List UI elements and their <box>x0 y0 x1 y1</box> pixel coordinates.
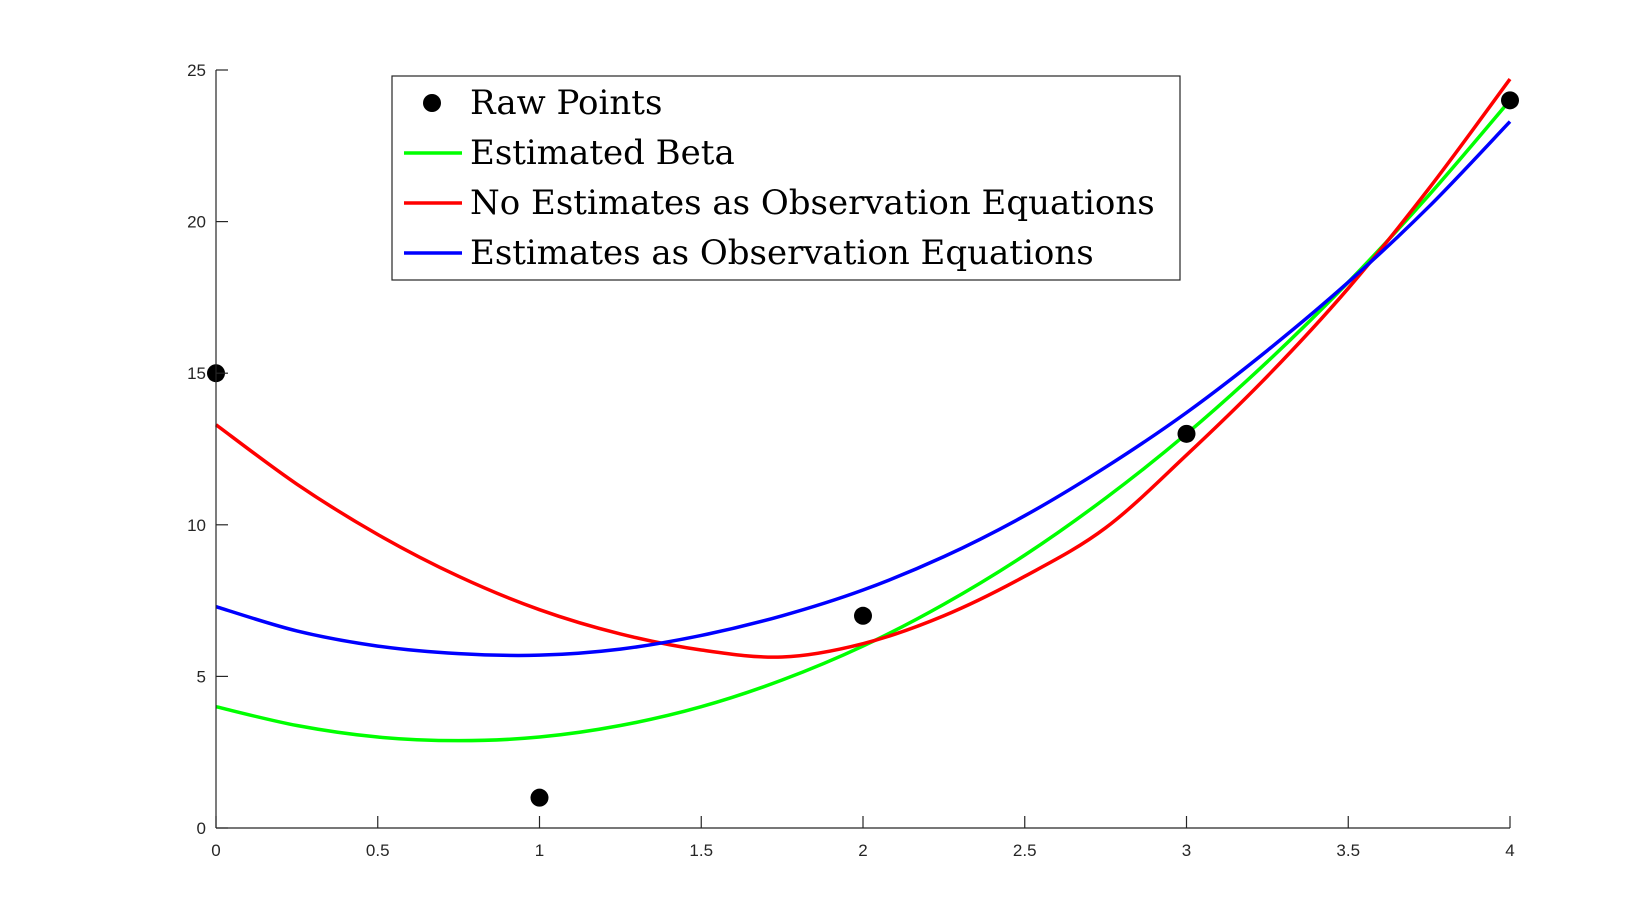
series-line-2 <box>214 78 1512 659</box>
axes: 0 0.5 1 1.5 2 2.5 3 3.5 4 0 5 10 15 20 25 <box>187 61 1515 860</box>
legend: Raw Points Estimated Beta No Estimates as … <box>391 75 1181 281</box>
x-tick-label: 1 <box>535 841 544 860</box>
legend-label: No Estimates as Observation Equations <box>470 183 1155 223</box>
x-tick-label: 2 <box>858 841 867 860</box>
legend-label: Estimated Beta <box>470 133 735 173</box>
y-tick-label: 10 <box>187 516 206 535</box>
raw-point <box>854 606 872 625</box>
plot-lines <box>214 78 1512 743</box>
raw-point <box>1501 91 1519 110</box>
y-tick-label: 0 <box>197 819 206 838</box>
raw-point <box>1177 424 1196 443</box>
x-tick-label: 3.5 <box>1336 841 1360 860</box>
raw-point <box>530 788 549 807</box>
x-tick-label: 4 <box>1505 841 1514 860</box>
y-tick-label: 20 <box>187 213 206 232</box>
x-tick-label: 2.5 <box>1013 841 1037 860</box>
x-tick-label: 3 <box>1182 841 1191 860</box>
x-tick-label: 0.5 <box>366 841 390 860</box>
series-line-3 <box>215 120 1512 658</box>
x-tick-label: 0 <box>211 841 220 860</box>
legend-label: Estimates as Observation Equations <box>470 233 1094 273</box>
legend-box <box>391 75 1181 281</box>
legend-marker-raw-points <box>423 94 441 112</box>
x-tick-label: 1.5 <box>689 841 713 860</box>
legend-label: Raw Points <box>470 83 662 123</box>
y-tick-label: 5 <box>197 667 206 686</box>
y-tick-label: 25 <box>187 61 206 80</box>
y-tick-label: 15 <box>187 364 206 383</box>
